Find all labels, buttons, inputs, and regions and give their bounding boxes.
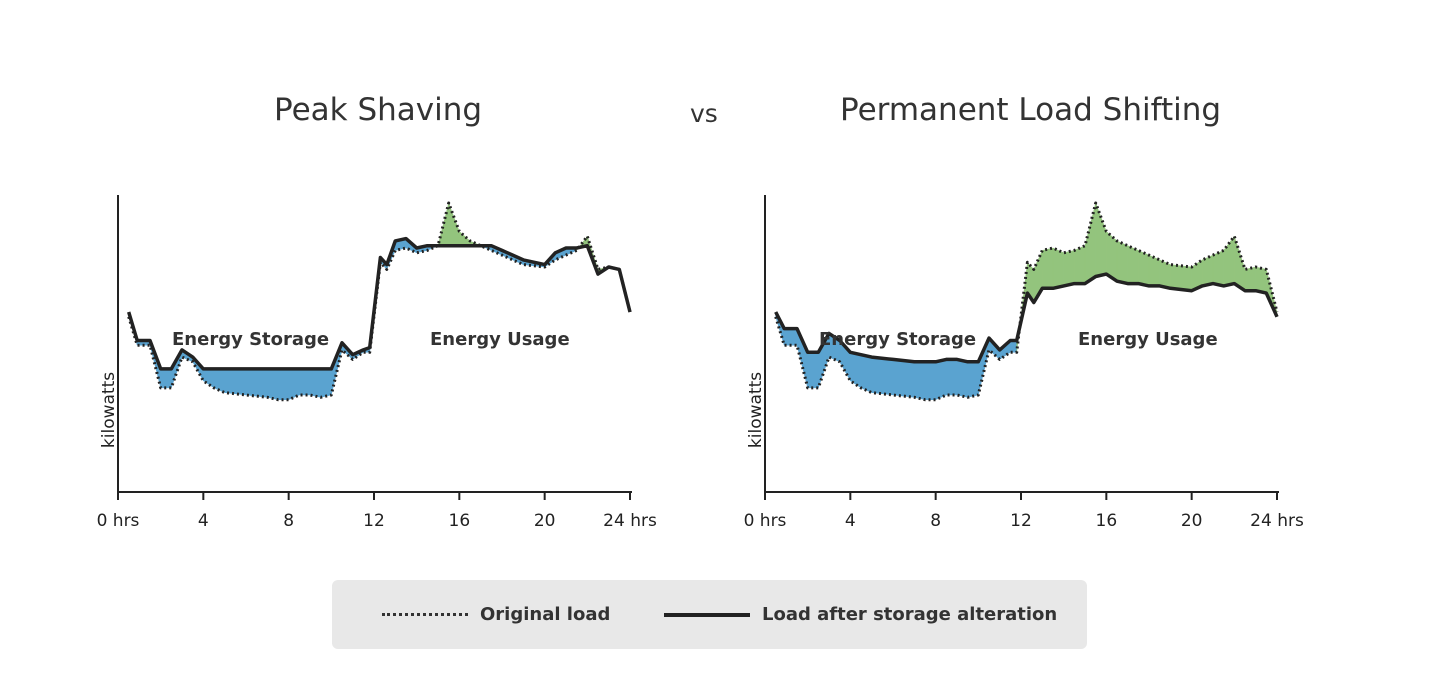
storage-fill-segment <box>783 328 798 346</box>
x-tick-label: 16 <box>1096 511 1118 531</box>
storage-fill-segment <box>860 354 872 393</box>
storage-fill-segment <box>807 352 819 389</box>
x-tick-label: 12 <box>1010 511 1032 531</box>
storage-fill-segment <box>914 361 926 401</box>
chart-title-load-shifting: Permanent Load Shifting <box>840 92 1222 128</box>
legend: Original load Load after storage alterat… <box>332 580 1087 649</box>
altered-load-line <box>127 236 632 371</box>
altered-load-line <box>774 272 1279 364</box>
storage-fill-segment <box>924 361 936 400</box>
usage-fill-segment <box>1234 236 1246 292</box>
original-load-line <box>774 201 1279 402</box>
x-tick-label: 8 <box>283 511 294 531</box>
x-tick-label: 4 <box>198 511 209 531</box>
usage-fill-segment <box>1042 247 1054 289</box>
usage-fill-segment <box>1159 259 1171 289</box>
usage-fill-segment <box>1095 202 1107 277</box>
storage-fill-segment <box>892 359 915 398</box>
x-tick-label: 20 <box>534 511 556 531</box>
solid-line-icon <box>664 612 750 617</box>
original-load-line <box>127 201 632 402</box>
energy-storage-label: Energy Storage <box>819 329 976 350</box>
legend-item-original: Original load <box>382 580 610 649</box>
usage-fill-segment <box>1052 247 1064 289</box>
usage-fill-segment <box>1127 245 1139 284</box>
chart-title-peak-shaving: Peak Shaving <box>274 92 483 128</box>
storage-fill-segment <box>871 356 894 396</box>
y-axis-label: kilowatts <box>746 372 766 448</box>
storage-fill-segment <box>946 359 958 396</box>
usage-fill-segment <box>1138 250 1150 287</box>
legend-label-original: Original load <box>480 604 611 625</box>
difference-fills <box>128 202 609 401</box>
x-tick-label: 8 <box>930 511 941 531</box>
usage-fill-segment <box>1116 240 1128 284</box>
storage-fill-segment <box>967 361 979 398</box>
usage-fill-segment <box>1074 245 1086 284</box>
legend-label-altered: Load after storage alteration <box>762 604 1058 625</box>
x-tick-label: 20 <box>1181 511 1203 531</box>
vs-label: vs <box>690 99 718 128</box>
usage-fill-segment <box>1255 266 1267 294</box>
energy-usage-label: Energy Usage <box>430 329 570 350</box>
storage-fill-segment <box>956 359 968 398</box>
usage-fill-segment <box>1063 250 1075 287</box>
legend-item-altered: Load after storage alteration <box>664 580 1057 649</box>
energy-usage-label: Energy Usage <box>1078 329 1218 350</box>
x-tick-label: 12 <box>363 511 385 531</box>
x-tick-label: 24 hrs <box>603 511 657 531</box>
x-tick-label: 16 <box>449 511 471 531</box>
dotted-line-icon <box>382 613 468 616</box>
y-axis-label: kilowatts <box>99 372 119 448</box>
x-tick-label: 0 hrs <box>744 511 787 531</box>
usage-fill-segment <box>1170 264 1192 291</box>
x-tick-label: 24 hrs <box>1250 511 1304 531</box>
x-tick-label: 4 <box>845 511 856 531</box>
difference-fills <box>775 202 1278 401</box>
x-tick-label: 0 hrs <box>97 511 140 531</box>
storage-fill-segment <box>935 359 947 401</box>
energy-storage-label: Energy Storage <box>172 329 329 350</box>
